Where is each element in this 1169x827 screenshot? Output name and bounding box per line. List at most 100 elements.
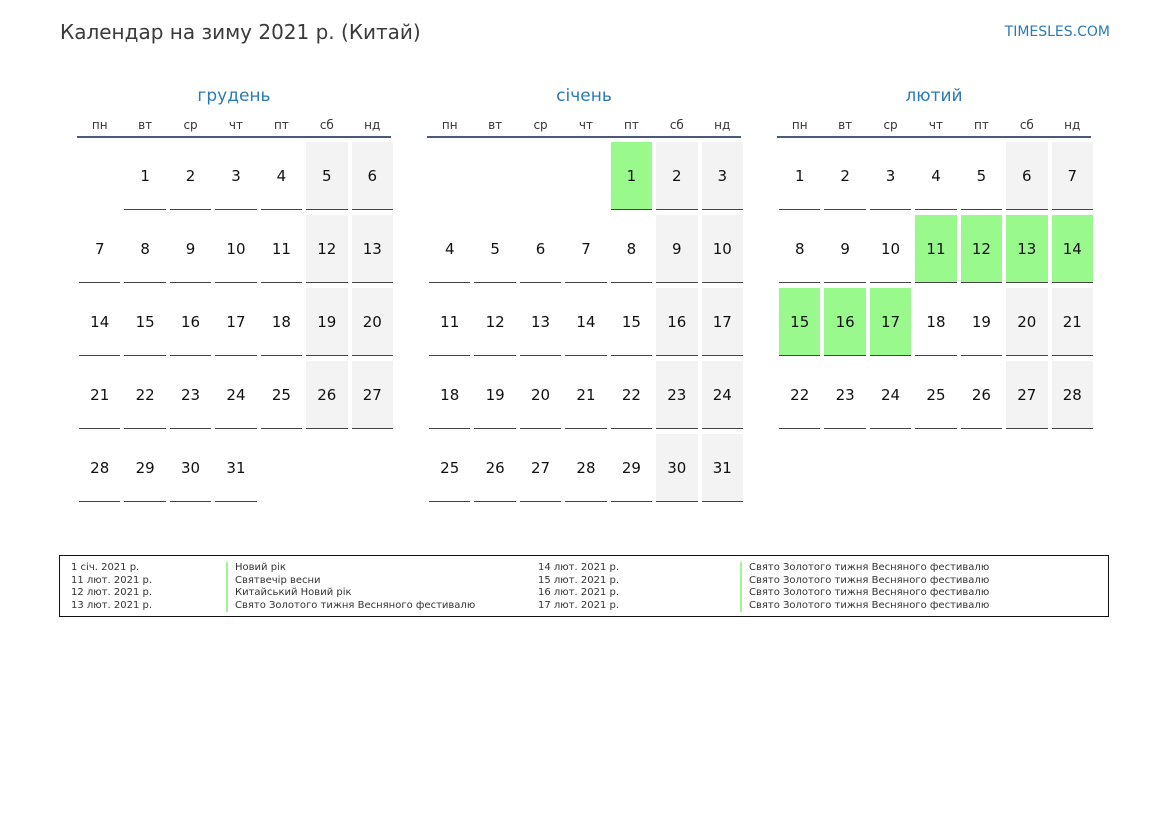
legend-holiday-name: Свято Золотого тижня Весняного фестивалю <box>740 587 989 600</box>
legend-date: 12 лют. 2021 р. <box>71 587 153 598</box>
empty-day-cell <box>352 434 393 502</box>
week-row: 15 16 17 18 19 20 21 <box>777 288 1093 361</box>
week-row: 7 8 9 10 11 12 13 <box>77 215 393 288</box>
weekday-label: вт <box>138 118 153 132</box>
week-row: 18 19 20 21 22 23 24 <box>427 361 743 434</box>
week-row: 8 9 10 11 12 13 14 <box>777 215 1093 288</box>
day-cell: 28 <box>79 434 121 502</box>
day-cell: 15 <box>779 288 821 356</box>
day-cell: 7 <box>1051 142 1093 210</box>
day-cell: 4 <box>915 142 957 210</box>
legend-date: 1 січ. 2021 р. <box>71 562 140 573</box>
day-cell: 13 <box>1006 215 1048 283</box>
day-cell: 10 <box>701 215 743 283</box>
month-name: січень <box>556 86 612 106</box>
day-cell: 21 <box>565 361 607 429</box>
weekday-header: пн вт ср чт пт сб нд <box>77 114 391 138</box>
weekday-label: вт <box>838 118 853 132</box>
day-cell: 25 <box>429 434 471 502</box>
day-cell: 13 <box>351 215 393 283</box>
legend-date: 14 лют. 2021 р. <box>538 562 620 573</box>
day-cell: 13 <box>519 288 562 356</box>
day-cell: 21 <box>1051 288 1093 356</box>
day-cell: 28 <box>1051 361 1093 429</box>
empty-day-cell <box>261 434 302 502</box>
week-row: 11 12 13 14 15 16 17 <box>427 288 743 361</box>
week-row: 22 23 24 25 26 27 28 <box>777 361 1093 434</box>
day-cell: 12 <box>306 215 348 283</box>
weekday-label: сб <box>319 118 334 132</box>
legend-holiday-name: Святвечір весни <box>226 574 321 587</box>
day-cell: 18 <box>429 361 471 429</box>
weekday-label: чт <box>928 118 944 132</box>
week-row: 4 5 6 7 8 9 10 <box>427 215 743 288</box>
weekday-label: пн <box>441 118 458 132</box>
day-cell: 5 <box>306 142 348 210</box>
day-cell: 5 <box>960 142 1003 210</box>
day-cell: 17 <box>701 288 743 356</box>
day-cell: 31 <box>701 434 743 502</box>
day-cell: 24 <box>215 361 257 429</box>
day-cell: 10 <box>869 215 912 283</box>
day-cell: 15 <box>610 288 653 356</box>
weekday-label: сб <box>669 118 684 132</box>
day-cell: 2 <box>656 142 698 210</box>
day-cell: 29 <box>610 434 653 502</box>
day-cell: 14 <box>565 288 607 356</box>
day-cell: 6 <box>1006 142 1048 210</box>
month-january: січень пн вт ср чт пт сб нд 1 2 3 4 5 6 7 8 9 10 11 12 13 1… <box>427 84 743 507</box>
day-cell: 9 <box>656 215 698 283</box>
legend-holiday-name: Свято Золотого тижня Весняного фестивалю <box>740 574 989 587</box>
weekday-label: пт <box>273 118 289 132</box>
weekday-label: чт <box>228 118 244 132</box>
day-cell: 12 <box>960 215 1003 283</box>
day-cell: 5 <box>474 215 516 283</box>
day-cell: 19 <box>960 288 1003 356</box>
day-cell: 18 <box>915 288 957 356</box>
day-cell: 11 <box>429 288 471 356</box>
day-cell: 22 <box>610 361 653 429</box>
weekday-label: нд <box>714 118 731 132</box>
site-link[interactable]: TIMESLES.COM <box>1004 24 1110 40</box>
legend-holiday-name: Свято Золотого тижня Весняного фестивалю <box>740 599 989 612</box>
empty-day-cell <box>565 142 606 210</box>
day-cell: 12 <box>474 288 516 356</box>
weekday-label: пн <box>791 118 808 132</box>
week-row: 14 15 16 17 18 19 20 <box>77 288 393 361</box>
weekday-label: ср <box>533 118 548 132</box>
day-cell: 28 <box>565 434 607 502</box>
day-cell: 9 <box>824 215 866 283</box>
weekday-label: пт <box>973 118 989 132</box>
day-cell: 3 <box>701 142 743 210</box>
weekday-label: сб <box>1019 118 1034 132</box>
day-cell: 27 <box>1006 361 1048 429</box>
day-cell: 18 <box>260 288 303 356</box>
day-cell: 8 <box>610 215 653 283</box>
day-cell: 6 <box>351 142 393 210</box>
empty-day-cell <box>79 142 120 210</box>
day-cell: 29 <box>124 434 166 502</box>
month-name: грудень <box>197 86 271 106</box>
day-cell: 19 <box>306 288 348 356</box>
day-cell: 26 <box>474 434 516 502</box>
weekday-label: нд <box>1064 118 1081 132</box>
day-cell: 11 <box>915 215 957 283</box>
week-row: 25 26 27 28 29 30 31 <box>427 434 743 507</box>
page-title: Календар на зиму 2021 р. (Китай) <box>60 20 421 44</box>
legend-holiday-name: Новий рік <box>226 562 286 575</box>
holiday-legend: 1 січ. 2021 р. Новий рік 11 лют. 2021 р. Св… <box>59 555 1109 617</box>
day-cell: 17 <box>215 288 257 356</box>
legend-date: 16 лют. 2021 р. <box>538 587 620 598</box>
empty-day-cell <box>429 142 470 210</box>
day-cell: 16 <box>656 288 698 356</box>
day-cell: 1 <box>124 142 166 210</box>
day-cell: 2 <box>169 142 212 210</box>
day-cell: 9 <box>169 215 212 283</box>
day-cell: 16 <box>824 288 866 356</box>
day-cell: 23 <box>169 361 212 429</box>
weekday-label: пт <box>623 118 639 132</box>
day-cell: 26 <box>306 361 348 429</box>
day-cell: 21 <box>79 361 121 429</box>
day-cell: 23 <box>656 361 698 429</box>
